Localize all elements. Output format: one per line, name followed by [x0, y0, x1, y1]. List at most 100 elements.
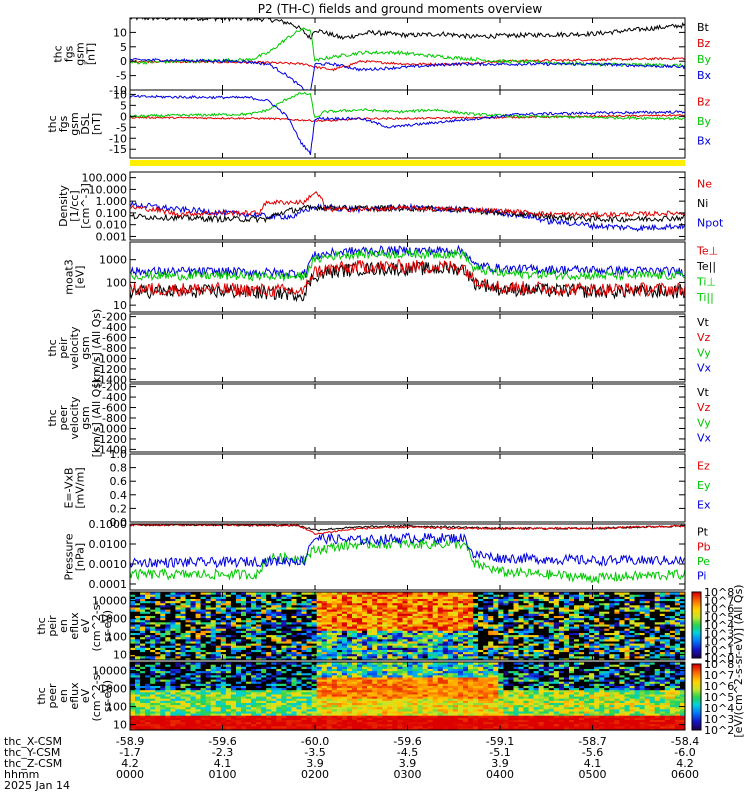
y-tick-label: 0.4: [110, 489, 128, 502]
footer-value: -59.6: [393, 735, 421, 748]
y-tick-label: 10: [113, 88, 127, 101]
legend-Npot: Npot: [697, 216, 724, 229]
y-tick-label: 0: [120, 55, 127, 68]
y-axis-label: thc: [52, 45, 65, 62]
series-Te-4: [130, 259, 685, 298]
y-axis-label: fgs: [57, 115, 70, 132]
y-tick-label: -400: [102, 321, 127, 334]
series-Bz-1: [130, 113, 685, 123]
y-axis-label: eV: [79, 688, 92, 703]
y-tick-label: 100: [106, 276, 127, 289]
panel-7: 1.00.80.60.40.20.0 E=-VxB[mV/m] Ez Ey Ex: [63, 448, 711, 529]
y-axis-label: thc: [46, 339, 59, 356]
footer-row-label: thc_X-CSM: [4, 735, 62, 748]
y-axis-label: E=-VxB: [63, 467, 76, 508]
panel-10: 10000 1000 100 10 thcpeerenefluxeV(cm^2-s-sr…: [35, 661, 686, 732]
y-tick-label: -800: [102, 342, 127, 355]
legend-Pb: Pb: [697, 540, 711, 553]
y-axis-label: Density: [57, 185, 70, 227]
series-Ni-3: [130, 203, 685, 224]
legend-Vy: Vy: [697, 416, 711, 429]
footer-value: -58.4: [671, 735, 699, 748]
y-tick-label: 0.0100: [89, 538, 128, 551]
y-tick-label: 10: [113, 719, 127, 732]
panel-4: 1000 100 10 moat3[eV] Te⊥ Te|| Ti⊥ Ti||: [63, 241, 718, 313]
panel-frame: [129, 313, 686, 383]
y-tick-label: 100: [106, 701, 127, 714]
series-Te-4: [130, 261, 685, 303]
y-axis-label: [1/cc]: [68, 190, 81, 221]
y-axis-label: [cm^-3]: [79, 183, 92, 229]
y-tick-label: 0.8: [110, 462, 128, 475]
y-tick-label: 0.010: [96, 219, 128, 232]
y-tick-label: -1400: [95, 443, 127, 456]
y-tick-label: 0.100: [96, 207, 128, 220]
colorbar-tick: 10^8: [704, 658, 734, 671]
y-tick-label: -1200: [95, 363, 127, 376]
footer-value: -60.0: [301, 735, 329, 748]
footer-row-label: thc_Z-CSM: [4, 757, 62, 770]
footer-value: 0000: [116, 768, 144, 781]
legend-Ez: Ez: [697, 460, 710, 473]
legend-Vz: Vz: [697, 401, 711, 414]
colorbars: 10^810^710^610^510^410^310^210^110^010^8…: [691, 584, 745, 738]
y-axis-label: Pressure: [63, 533, 76, 580]
footer-value: -59.6: [208, 735, 236, 748]
y-tick-label: 100: [106, 631, 127, 644]
series-Pe-8: [130, 538, 685, 584]
y-axis-label: (cm^2-s-: [90, 671, 103, 722]
y-axis-label: thc: [35, 687, 48, 704]
y-axis-label: en: [57, 619, 70, 633]
footer-value: 4.1: [584, 757, 602, 770]
colorbar-tick: 10^6: [704, 603, 734, 616]
y-axis-label: eflux: [68, 612, 81, 640]
y-axis-label: gsm: [79, 406, 92, 429]
colorbar-tick: 10^7: [704, 669, 734, 682]
legend-Ni: Ni: [697, 197, 708, 210]
legend-Bx: Bx: [697, 134, 712, 147]
legend-Ex: Ex: [697, 498, 711, 511]
series-Bx-1: [130, 94, 685, 156]
y-axis-label: gsm: [68, 112, 81, 135]
colorbar-tick: 10^4: [704, 619, 734, 632]
y-tick-label: -10: [109, 84, 127, 97]
y-tick-label: 1000: [99, 254, 127, 267]
y-axis-label: thc: [35, 617, 48, 634]
legend-Vy: Vy: [697, 346, 711, 359]
colorbar-tick: 10^3: [704, 627, 734, 640]
legend-Te: Te⊥: [696, 244, 718, 257]
panels: 1050-5-10thcfgsgsm[nT]BtBzByBx1050-5-10-…: [35, 17, 724, 732]
y-tick-label: 5: [120, 41, 127, 54]
panel-5: -200-400-600-800-1000-1200-1400 thcpeirve…: [46, 309, 712, 388]
spectrogram-10: [130, 662, 685, 730]
legend-Ne: Ne: [697, 178, 712, 191]
legend-Bt: Bt: [697, 21, 710, 34]
y-tick-label: -1200: [95, 433, 127, 446]
y-axis-label: [nT]: [90, 113, 103, 135]
footer-value: -4.5: [397, 746, 418, 759]
footer-value: -5.1: [489, 746, 510, 759]
y-axis-label: gsm: [74, 42, 87, 65]
y-tick-label: 0.0010: [89, 558, 128, 571]
y-tick-label: -1000: [95, 352, 127, 365]
footer-value: -59.1: [486, 735, 514, 748]
colorbar-frame: [691, 663, 702, 731]
colorbar-frame: [691, 591, 702, 659]
y-tick-label: 0.0001: [89, 578, 128, 591]
y-axis-label: [eV]: [74, 266, 87, 289]
y-axis-label: gsm: [79, 336, 92, 359]
y-tick-label: -200: [102, 381, 127, 394]
y-tick-label: -600: [102, 402, 127, 415]
footer-row-label: hhmm: [4, 768, 39, 781]
panel-frame: [129, 17, 686, 91]
y-tick-label: -5: [116, 121, 127, 134]
y-axis-label: peer: [46, 683, 59, 709]
y-tick-label: 10.000: [89, 183, 128, 196]
panel-frame: [129, 523, 686, 591]
y-axis-label: peir: [57, 337, 70, 359]
panel-frame: [129, 89, 686, 159]
y-axis-label: (cm^2-s-: [90, 601, 103, 652]
colorbar-tick: 10^1: [704, 644, 734, 657]
